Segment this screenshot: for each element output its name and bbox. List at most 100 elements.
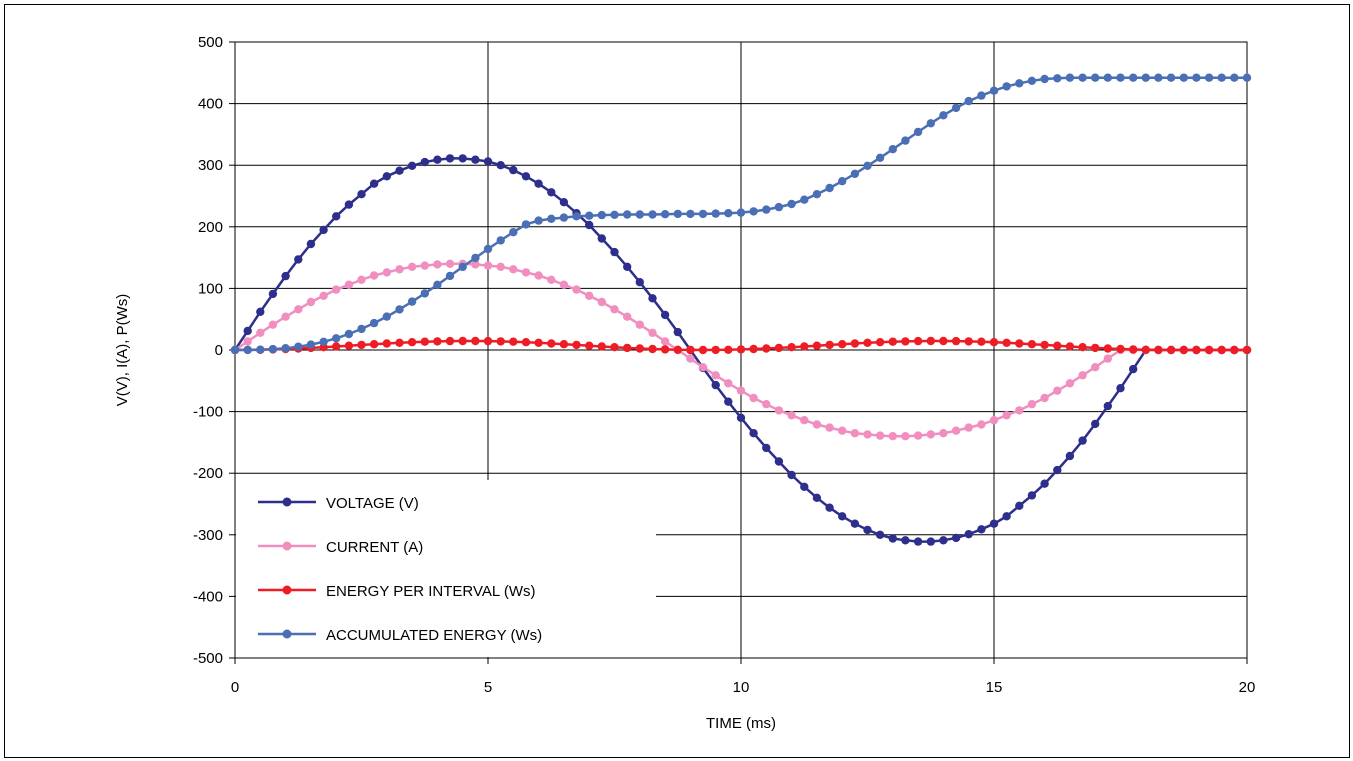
data-point <box>901 432 910 441</box>
data-point <box>407 297 417 306</box>
data-point <box>332 285 341 294</box>
data-point <box>483 157 493 166</box>
data-point <box>762 443 771 453</box>
data-point <box>1002 411 1011 420</box>
data-point <box>926 537 935 546</box>
data-point <box>610 305 619 314</box>
data-point <box>863 430 872 439</box>
data-point <box>698 363 708 372</box>
data-point <box>585 341 594 350</box>
data-point <box>951 336 961 346</box>
data-point <box>875 338 885 347</box>
data-point <box>800 195 809 204</box>
data-point <box>724 345 733 354</box>
data-point <box>1027 340 1037 349</box>
data-point <box>1116 384 1125 393</box>
data-point <box>458 336 467 346</box>
y-tick-label: 200 <box>198 219 223 236</box>
data-point <box>319 337 328 346</box>
data-point <box>749 393 758 403</box>
y-tick-label: 0 <box>215 342 223 359</box>
data-point <box>850 519 860 528</box>
series-3 <box>230 73 1252 355</box>
data-point <box>433 155 442 164</box>
data-point <box>268 289 278 299</box>
data-point <box>863 161 872 170</box>
data-point <box>572 212 581 221</box>
data-point <box>332 212 341 221</box>
x-tick-label: 0 <box>231 679 239 696</box>
data-point <box>623 312 632 321</box>
data-point <box>319 291 328 300</box>
x-tick-label: 15 <box>986 679 1003 696</box>
data-point <box>762 344 771 353</box>
y-tick-label: 100 <box>198 280 223 297</box>
data-point <box>610 210 619 219</box>
data-point <box>863 525 872 535</box>
data-point <box>1027 76 1037 86</box>
data-point <box>787 199 796 209</box>
data-point <box>926 119 935 128</box>
data-point <box>939 336 948 346</box>
data-point <box>1230 345 1239 355</box>
data-point <box>888 337 897 346</box>
data-point <box>1166 345 1176 355</box>
data-point <box>1078 73 1087 82</box>
data-point <box>989 338 999 347</box>
data-point <box>749 207 758 216</box>
data-point <box>1015 501 1024 510</box>
data-point <box>1103 73 1113 82</box>
data-point <box>635 320 644 329</box>
data-point <box>774 202 784 212</box>
data-point <box>660 337 670 346</box>
legend-swatch-marker <box>282 497 292 507</box>
data-point <box>913 127 923 137</box>
data-point <box>711 209 720 218</box>
data-point <box>294 305 303 314</box>
data-point <box>547 275 556 284</box>
data-point <box>281 312 290 321</box>
data-point <box>660 345 670 354</box>
series-0 <box>230 154 1252 546</box>
data-point <box>585 211 594 220</box>
data-point <box>1078 371 1087 380</box>
legend-item: ACCUMULATED ENERGY (Ws) <box>258 627 542 644</box>
data-point <box>344 280 354 289</box>
data-point <box>951 533 961 543</box>
data-point <box>483 244 493 254</box>
y-tick-label: -500 <box>193 650 223 667</box>
data-point <box>686 354 695 363</box>
data-point <box>989 519 999 528</box>
data-point <box>1078 343 1087 352</box>
data-point <box>1091 73 1100 82</box>
data-point <box>572 285 581 294</box>
data-point <box>1040 393 1049 403</box>
data-point <box>1040 74 1049 84</box>
data-point <box>939 536 948 545</box>
legend: VOLTAGE (V) CURRENT (A) ENERGY PER INTERVA… <box>236 480 656 657</box>
data-point <box>382 172 391 181</box>
data-point <box>1103 401 1113 411</box>
data-point <box>812 420 822 429</box>
data-point <box>1129 364 1138 374</box>
data-point <box>521 172 531 181</box>
data-point <box>1103 344 1113 353</box>
data-point <box>838 177 847 186</box>
data-point <box>433 337 442 346</box>
data-point <box>1040 340 1049 350</box>
data-point <box>1217 73 1226 82</box>
data-point <box>964 96 973 106</box>
data-point <box>736 345 746 354</box>
data-point <box>660 210 670 219</box>
data-point <box>407 262 417 271</box>
data-point <box>825 503 834 512</box>
x-tick-label: 10 <box>733 679 750 696</box>
data-point <box>369 318 379 328</box>
data-point <box>445 154 455 163</box>
data-point <box>395 166 404 175</box>
x-tick-label: 20 <box>1239 679 1256 696</box>
data-point <box>686 345 695 355</box>
data-point <box>875 153 885 162</box>
data-point <box>1192 345 1201 355</box>
